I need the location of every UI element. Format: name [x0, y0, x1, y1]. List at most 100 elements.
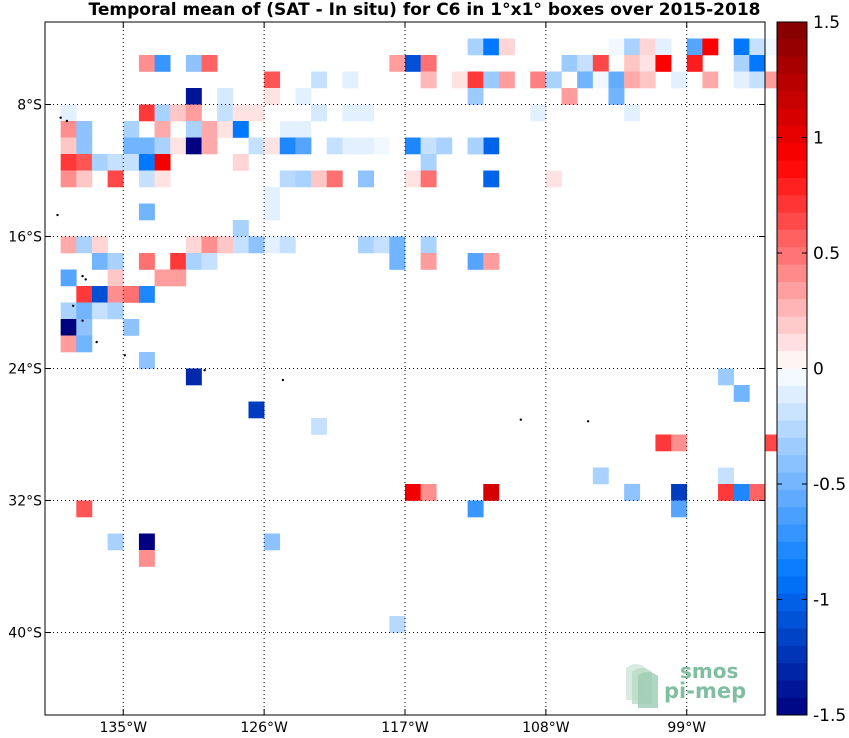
colorbar-swatch [777, 125, 807, 144]
y-tick-label: 16°S [8, 230, 42, 246]
colorbar-tick-label: 0.5 [813, 244, 840, 264]
colorbar-swatch [777, 541, 807, 560]
data-cell [358, 170, 374, 188]
data-cell [420, 236, 437, 254]
data-cell [154, 137, 171, 155]
y-tick-label: 24°S [8, 362, 42, 378]
data-cell [467, 137, 484, 155]
data-cell [467, 500, 484, 518]
colorbar-tick-label: -0.5 [813, 475, 846, 495]
data-cell [170, 137, 187, 155]
data-cell [639, 55, 656, 72]
data-cell [311, 104, 328, 122]
islands [56, 116, 590, 423]
data-cell [154, 55, 171, 72]
colorbar-swatch [777, 385, 807, 404]
data-cell [655, 434, 672, 452]
data-cell [201, 253, 218, 270]
data-cell [592, 71, 609, 89]
data-cell [185, 368, 202, 386]
data-cell [608, 88, 625, 105]
island-dot [281, 378, 285, 382]
data-cell [107, 302, 124, 320]
x-tick-label: 117°W [381, 720, 429, 736]
data-cell [389, 236, 406, 254]
data-cell [483, 253, 500, 270]
data-cell [60, 104, 77, 122]
data-cell [373, 236, 390, 254]
data-cell [248, 401, 265, 419]
data-cell [389, 253, 406, 270]
data-cell [279, 121, 296, 138]
data-cell [671, 434, 688, 452]
colorbar-swatch [777, 195, 807, 213]
colorbar: 1.5 1 0.5 0 -0.5 -1 -1.5 [776, 13, 846, 726]
data-cell [76, 170, 93, 188]
data-cell [138, 352, 155, 369]
island-dot [586, 420, 590, 423]
data-cell [154, 121, 171, 138]
data-cell [639, 38, 656, 56]
data-cell [107, 154, 124, 171]
data-cell [232, 121, 249, 138]
x-tick-label: 126°W [240, 720, 288, 736]
island-dot [95, 340, 98, 344]
colorbar-swatch [777, 628, 807, 647]
data-cell [718, 467, 734, 485]
data-cells [60, 38, 797, 633]
data-cell [405, 55, 421, 72]
data-cell [655, 38, 672, 56]
data-cell [483, 38, 500, 56]
data-cell [60, 170, 77, 188]
data-cell [326, 137, 343, 155]
data-cell [733, 55, 750, 72]
logo-line2: pi-mep [664, 679, 746, 703]
data-cell [420, 154, 437, 171]
data-cell [138, 550, 155, 567]
data-cell [60, 319, 77, 336]
data-cell [185, 55, 202, 72]
data-cell [201, 137, 218, 155]
axis-ticks: 135°W 126°W 117°W 108°W 99°W 8°S 16°S 24°S 32°S 4… [8, 22, 765, 736]
data-cell [467, 88, 484, 105]
data-cell [248, 137, 265, 155]
data-cell [123, 286, 140, 303]
data-cell [154, 269, 171, 287]
data-cell [154, 154, 171, 171]
data-cell [60, 302, 77, 320]
data-cell [264, 88, 281, 105]
island-dot [84, 278, 87, 281]
colorbar-swatch [777, 576, 807, 595]
data-cell [624, 55, 641, 72]
data-cell [718, 484, 734, 501]
data-cell [232, 154, 249, 171]
island-dot [123, 354, 127, 357]
data-cell [185, 88, 202, 105]
data-cell [311, 71, 328, 89]
data-cell [483, 71, 500, 89]
colorbar-swatch [777, 212, 807, 231]
colorbar-swatch [777, 56, 807, 75]
data-cell [420, 71, 437, 89]
colorbar-swatch [777, 611, 807, 629]
colorbar-swatch [777, 108, 807, 127]
data-cell [138, 137, 155, 155]
colorbar-swatch [777, 316, 807, 335]
data-cell [686, 38, 703, 56]
data-cell [279, 170, 296, 188]
data-cell [138, 286, 155, 303]
data-cell [749, 71, 766, 89]
data-cell [655, 55, 672, 72]
island-dot [59, 116, 62, 119]
x-tick-label: 108°W [522, 720, 570, 736]
data-cell [248, 104, 265, 122]
data-cell [733, 385, 750, 402]
colorbar-swatch [777, 680, 807, 699]
data-cell [483, 137, 500, 155]
y-tick-label: 8°S [17, 98, 42, 114]
data-cell [733, 38, 750, 56]
data-cell [420, 253, 437, 270]
data-cell [561, 55, 578, 72]
data-cell [624, 71, 641, 89]
island-dot [65, 119, 69, 123]
